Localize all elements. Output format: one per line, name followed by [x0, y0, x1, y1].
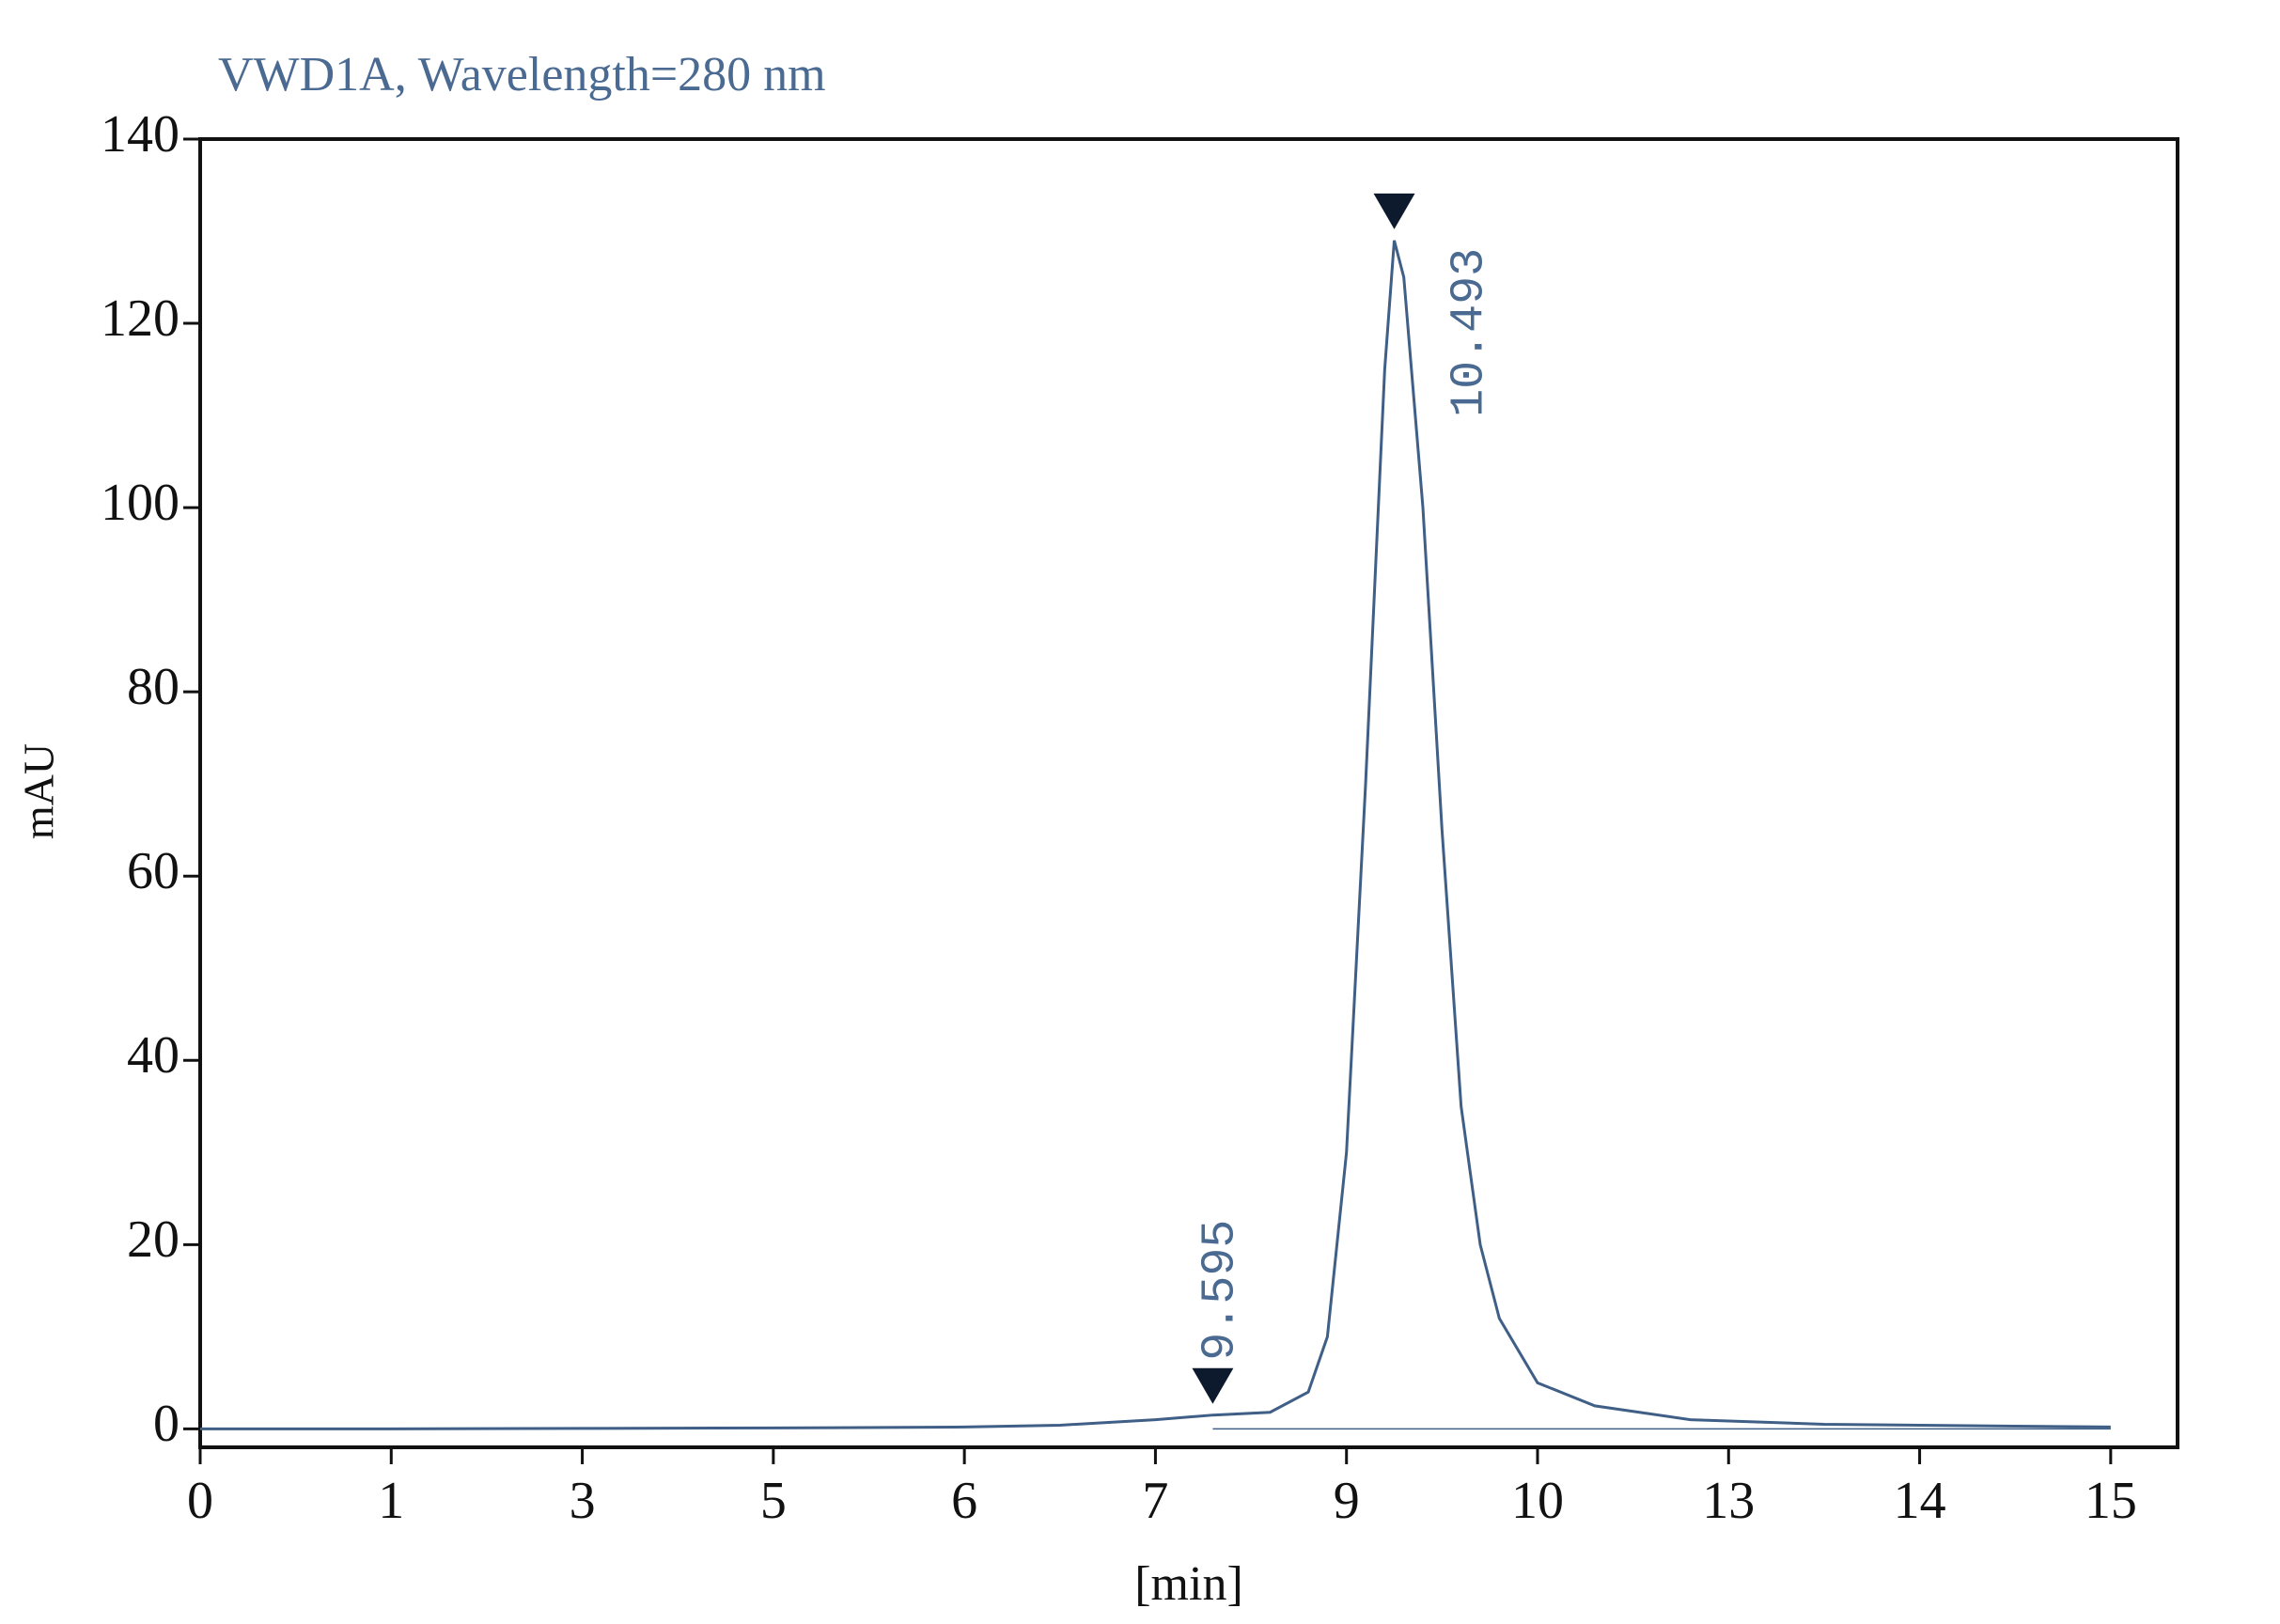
x-tick-label: 13: [1702, 1472, 1755, 1530]
y-axis-label: mAU: [15, 743, 63, 839]
plot-frame: [198, 137, 2179, 1449]
y-tick-label: 20: [127, 1210, 180, 1269]
chart-title: VWD1A, Wavelength=280 nm: [218, 48, 826, 102]
x-tick-label: 5: [760, 1472, 787, 1530]
x-tick-label: 10: [1511, 1472, 1564, 1530]
x-tick-label: 0: [187, 1472, 213, 1530]
y-tick-label: 0: [153, 1395, 180, 1453]
y-tick-label: 140: [101, 105, 180, 164]
peak-label: 10.493: [1444, 248, 1497, 417]
x-tick-label: 14: [1894, 1472, 1946, 1530]
y-tick-label: 40: [127, 1026, 180, 1085]
y-tick-label: 80: [127, 658, 180, 716]
y-tick-label: 60: [127, 842, 180, 900]
x-tick-label: 9: [1334, 1472, 1360, 1530]
x-tick-label: 15: [2085, 1472, 2137, 1530]
peak-label: 9.595: [1195, 1220, 1248, 1361]
x-tick-label: 1: [378, 1472, 404, 1530]
x-tick-label: 6: [951, 1472, 977, 1530]
peak-marker: [1373, 193, 1415, 229]
x-tick-label: 3: [570, 1472, 596, 1530]
x-axis-label: [min]: [1134, 1557, 1243, 1611]
trace: [200, 240, 2111, 1430]
y-tick-label: 100: [101, 474, 180, 532]
x-tick-label: 7: [1142, 1472, 1168, 1530]
peak-marker: [1192, 1367, 1234, 1404]
y-tick-label: 120: [101, 289, 180, 348]
